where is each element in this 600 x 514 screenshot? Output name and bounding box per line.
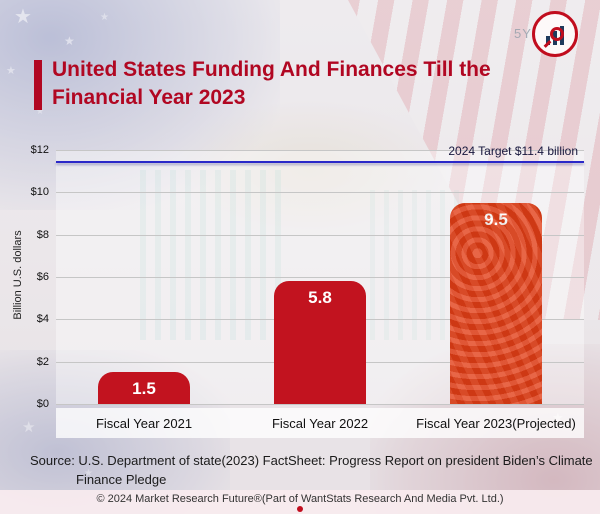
target-line-label: 2024 Target $11.4 billion xyxy=(448,143,578,158)
x-axis-labels: Fiscal Year 2021 Fiscal Year 2022 Fiscal… xyxy=(56,408,584,438)
footer-bar: © 2024 Market Research Future®(Part of W… xyxy=(0,490,600,514)
star-decoration xyxy=(6,64,16,77)
y-tick-label: $4 xyxy=(36,313,49,326)
footer-logo-dot xyxy=(297,506,303,512)
star-decoration xyxy=(100,12,109,23)
x-axis-label: Fiscal Year 2021 xyxy=(95,415,193,431)
y-axis-title: Billion U.S. dollars xyxy=(12,230,24,320)
x-axis-label: Fiscal Year 2023(Projected) xyxy=(416,415,576,431)
bar-series: 1.5 5.8 9.5 xyxy=(56,150,584,405)
chart-plot-area: $0 $2 $4 $6 $8 $10 $12 2024 Target $11.4… xyxy=(31,144,584,410)
watermark-5y: 5Y xyxy=(514,26,532,41)
mrfr-logo-icon xyxy=(532,11,578,57)
star-decoration xyxy=(22,418,35,436)
magnifier-icon xyxy=(550,27,564,41)
bar-fiscal-year-2023-projected: 9.5 xyxy=(450,202,542,405)
bar-fiscal-year-2021: 1.5 xyxy=(98,372,190,404)
y-tick-label: $2 xyxy=(36,355,49,368)
gridline xyxy=(56,277,584,278)
gridline xyxy=(56,150,584,151)
y-tick-label: $6 xyxy=(36,271,49,283)
footer-copyright: © 2024 Market Research Future®(Part of W… xyxy=(96,493,504,505)
chart-title: United States Funding And Finances Till … xyxy=(52,58,491,109)
y-tick-label: $8 xyxy=(36,228,49,241)
bar-value-label: 1.5 xyxy=(132,379,156,399)
y-tick-label: $0 xyxy=(36,398,49,410)
bar-value-label: 5.8 xyxy=(308,288,332,308)
x-axis-label: Fiscal Year 2022 xyxy=(271,415,369,431)
target-line xyxy=(56,160,584,163)
bar-fiscal-year-2022: 5.8 xyxy=(274,281,366,404)
source-text: Source: U.S. Department of state(2023) F… xyxy=(30,453,593,487)
bar-value-label: 9.5 xyxy=(484,209,508,229)
y-tick-label: $10 xyxy=(30,186,49,199)
gridline xyxy=(56,404,584,405)
gridline xyxy=(56,234,584,236)
title-accent-bar xyxy=(34,60,42,110)
y-tick-label: $12 xyxy=(30,144,49,156)
gridline xyxy=(56,192,584,194)
star-decoration xyxy=(64,34,75,48)
star-decoration xyxy=(14,4,32,29)
